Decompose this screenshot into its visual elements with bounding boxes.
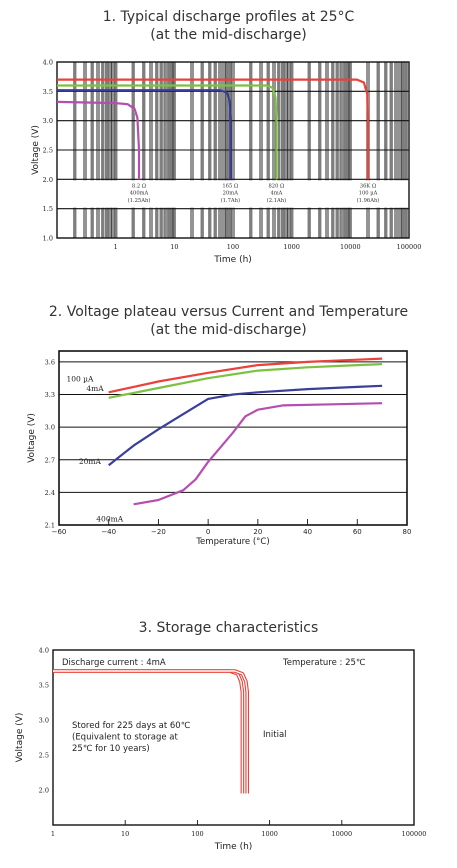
chart2-y-axis-label: Voltage (V): [27, 413, 37, 463]
chart3-stored-annotation: (Equivalent to storage at: [72, 733, 179, 743]
chart1-x-tick-label: 10000: [340, 243, 361, 251]
chart2-x-tick-label: 0: [206, 528, 210, 536]
chart2-x-tick-label: 80: [403, 528, 412, 536]
chart1-series-line-3: [57, 78, 370, 180]
chart3-series-line-inner-1: [53, 670, 248, 794]
chart1-series-label: 165 Ω: [222, 183, 238, 189]
chart2-series-label: 4mA: [86, 384, 104, 393]
chart3-initial-annotation: Initial: [263, 730, 287, 740]
chart2-y-tick-label: 3.6: [45, 358, 55, 366]
chart1-y-tick-label: 2.5: [43, 147, 53, 155]
chart3-stored-annotation: Stored for 225 days at 60℃: [72, 721, 191, 731]
chart3-y-tick-label: 2.5: [39, 752, 49, 760]
chart2-series-label: 400mA: [96, 515, 123, 524]
chart2-series-line-1: [108, 363, 383, 399]
chart2-x-tick-label: −60: [52, 528, 67, 536]
chart3-title: 3. Storage characteristics: [138, 620, 319, 636]
chart3-stored-annotation: 25℃ for 10 years): [72, 744, 150, 754]
chart2-plot-frame: [58, 350, 408, 526]
chart1-series-label: 820 Ω: [269, 183, 285, 189]
chart3-x-tick-label: 100000: [402, 830, 427, 838]
chart1-y-tick-label: 3.5: [43, 88, 53, 96]
chart1-series-label: (1.96Ah): [357, 197, 380, 204]
chart2-x-axis-label: Temperature (°C): [195, 537, 269, 547]
chart1-series-label: 8.2 Ω: [132, 183, 146, 189]
chart2-series-line-0: [108, 357, 383, 394]
chart1-y-tick-label: 4.0: [43, 59, 53, 67]
chart1-y-tick-label: 1.0: [43, 235, 53, 243]
chart1-subtitle: (at the mid-discharge): [150, 27, 307, 43]
chart3-current-annotation: Discharge current : 4mA: [62, 658, 166, 668]
chart1-x-tick-label: 1: [114, 243, 118, 251]
chart1-series-label: 36K Ω: [360, 183, 376, 189]
chart3-y-tick-label: 2.0: [39, 787, 49, 795]
chart1-y-tick-label: 2.0: [43, 176, 53, 184]
chart3-y-tick-label: 3.0: [39, 717, 49, 725]
chart1-series-line-1: [57, 89, 232, 180]
chart2-y-tick-label: 2.7: [45, 456, 55, 464]
chart1-series-label: 100 µA: [359, 191, 378, 197]
chart1-x-tick-label: 100000: [397, 243, 422, 251]
chart2-x-tick-label: 40: [303, 528, 312, 536]
chart1-series-line-2: [57, 84, 278, 180]
chart1-series-label: (2.1Ah): [267, 197, 286, 204]
chart1-plot-frame: [56, 61, 410, 239]
chart2-y-tick-label: 2.1: [45, 522, 55, 530]
chart2-x-tick-label: 60: [353, 528, 362, 536]
chart3-y-tick-label: 3.5: [39, 682, 49, 690]
chart2-subtitle: (at the mid-discharge): [150, 322, 307, 338]
chart3-x-tick-label: 10: [121, 830, 129, 838]
chart1-series-line-0: [56, 100, 141, 180]
chart3-x-tick-label: 100: [191, 830, 203, 838]
chart2-y-tick-label: 2.4: [45, 489, 55, 497]
chart3-x-tick-label: 10000: [331, 830, 352, 838]
chart3-x-axis-label: Time (h): [214, 842, 253, 852]
chart1-title: 1. Typical discharge profiles at 25°C: [102, 9, 355, 25]
chart1-series-label: (1.25Ah): [128, 197, 151, 204]
chart2-series-label: 100 µA: [66, 374, 94, 383]
chart1-x-axis-label: Time (h): [213, 255, 252, 265]
chart2-series-line-3: [133, 402, 383, 506]
chart1-y-tick-label: 3.0: [43, 117, 53, 125]
chart1-svg: 8.2 Ω 400mA(1.25Ah) 165 Ω 20mA(1.7Ah) 820 Ω 4…: [31, 59, 422, 266]
chart1-label-band: [58, 180, 408, 208]
chart1-series-label: 4mA: [270, 191, 282, 197]
chart1-y-tick-label: 1.5: [43, 205, 53, 213]
chart2-y-tick-label: 3.0: [45, 424, 55, 432]
chart2-y-tick-label: 3.3: [45, 391, 55, 399]
chart3-y-axis-label: Voltage (V): [15, 713, 25, 763]
chart2-x-tick-label: 20: [253, 528, 262, 536]
chart1-series-label: 20mA: [223, 191, 239, 197]
chart3-svg: 1 10 100 1000 10000 100000 2.0 2.5 3.0 3.5 4.0 Disc…: [15, 647, 427, 853]
chart1-series-label: (1.7Ah): [221, 197, 240, 204]
chart2-x-tick-label: −40: [101, 528, 116, 536]
chart1-x-tick-label: 10: [170, 243, 178, 251]
chart3-y-tick-label: 4.0: [39, 647, 49, 655]
chart1-y-axis-label: Voltage (V): [31, 125, 41, 175]
chart3-temperature-annotation: Temperature : 25℃: [282, 658, 366, 668]
chart2-x-tick-label: −20: [151, 528, 166, 536]
chart1-x-tick-label: 100: [227, 243, 239, 251]
chart2-series-label: 20mA: [79, 457, 102, 466]
chart3-x-tick-label: 1000: [261, 830, 278, 838]
chart3-x-tick-label: 1: [51, 830, 55, 838]
chart2-title: 2. Voltage plateau versus Current and Te…: [48, 304, 409, 320]
chart1-x-tick-label: 1000: [283, 243, 300, 251]
chart2-series-line-2: [108, 384, 383, 467]
chart1-series-label: 400mA: [130, 191, 149, 197]
chart3-plot-frame: [52, 649, 415, 826]
